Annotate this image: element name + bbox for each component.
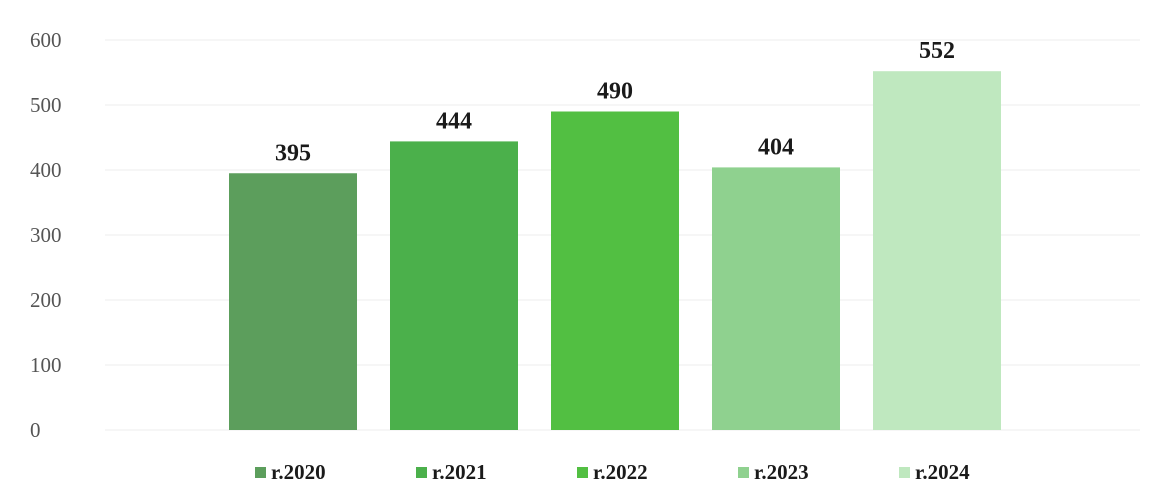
data-label-r.2023: 404 (758, 134, 794, 160)
legend-item-r.2021: r.2021 (416, 460, 487, 484)
bar-r.2020 (229, 173, 357, 430)
legend: r.2020 r.2021 r.2022 r.2023 r.2024 (255, 460, 970, 484)
y-tick-label-0: 0 (30, 418, 41, 442)
data-label-r.2022: 490 (597, 79, 633, 105)
legend-swatch-r.2023 (738, 467, 749, 478)
bar-r.2022 (551, 111, 679, 430)
legend-swatch-r.2022 (577, 467, 588, 478)
legend-label-r.2022: r.2022 (593, 460, 648, 484)
legend-item-r.2020: r.2020 (255, 460, 326, 484)
y-tick-label-200: 200 (30, 288, 62, 312)
bar-r.2021 (390, 141, 518, 430)
y-tick-label-400: 400 (30, 158, 62, 182)
legend-item-r.2023: r.2023 (738, 460, 809, 484)
legend-label-r.2021: r.2021 (432, 460, 487, 484)
legend-label-r.2020: r.2020 (271, 460, 326, 484)
data-label-r.2021: 444 (436, 108, 472, 134)
data-labels: 395 444 490 404 552 (275, 38, 955, 166)
legend-label-r.2024: r.2024 (915, 460, 970, 484)
data-label-r.2020: 395 (275, 140, 311, 166)
y-tick-label-100: 100 (30, 353, 62, 377)
bars (229, 71, 1001, 430)
legend-swatch-r.2021 (416, 467, 427, 478)
bar-r.2023 (712, 167, 840, 430)
data-label-r.2024: 552 (919, 38, 955, 64)
legend-item-r.2022: r.2022 (577, 460, 648, 484)
legend-item-r.2024: r.2024 (899, 460, 970, 484)
legend-label-r.2023: r.2023 (754, 460, 809, 484)
bar-r.2024 (873, 71, 1001, 430)
y-tick-label-600: 600 (30, 28, 62, 52)
legend-swatch-r.2024 (899, 467, 910, 478)
y-tick-label-500: 500 (30, 93, 62, 117)
y-axis-ticks: 0 100 200 300 400 500 600 (30, 28, 62, 442)
legend-swatch-r.2020 (255, 467, 266, 478)
y-tick-label-300: 300 (30, 223, 62, 247)
